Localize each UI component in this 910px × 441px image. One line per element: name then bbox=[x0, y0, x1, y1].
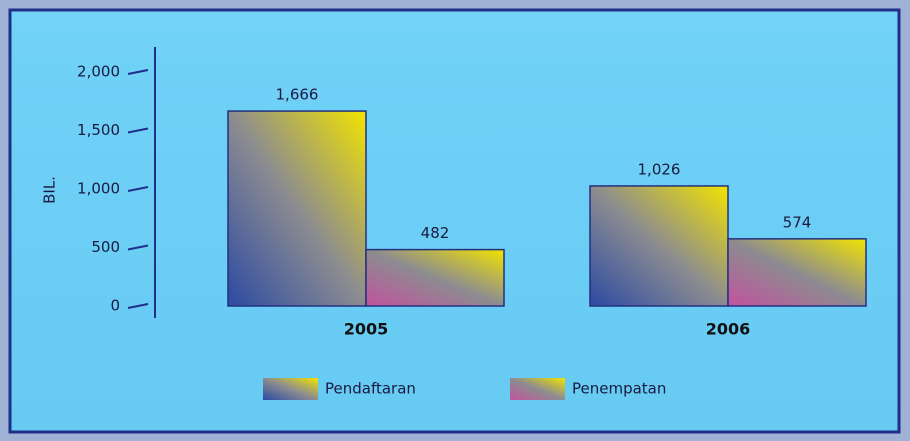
bar bbox=[227, 110, 367, 307]
y-tick bbox=[127, 127, 149, 134]
x-tick-label: 2006 bbox=[706, 320, 751, 339]
y-tick bbox=[127, 244, 149, 251]
value-label: 1,666 bbox=[276, 86, 319, 104]
x-tick-label: 2005 bbox=[344, 320, 389, 339]
y-tick bbox=[127, 69, 149, 75]
y-tick-label: 500 bbox=[91, 238, 120, 256]
value-label: 1,026 bbox=[638, 160, 681, 178]
panel bbox=[8, 8, 901, 434]
y-tick-label: 1,500 bbox=[77, 121, 120, 139]
legend-label: Pendaftaran bbox=[325, 380, 416, 398]
value-label: 482 bbox=[421, 224, 450, 242]
bar bbox=[727, 238, 867, 307]
y-tick-label: 2,000 bbox=[77, 63, 120, 81]
y-tick bbox=[127, 186, 149, 192]
legend-swatch bbox=[510, 378, 565, 400]
legend-label: Penempatan bbox=[572, 380, 666, 398]
y-tick-label: 1,000 bbox=[77, 180, 120, 198]
bar bbox=[365, 248, 505, 307]
value-label: 574 bbox=[783, 213, 812, 231]
legend-swatch bbox=[263, 378, 318, 400]
bar bbox=[589, 185, 729, 307]
y-tick-label: 0 bbox=[110, 297, 120, 315]
y-tick bbox=[127, 303, 149, 309]
y-axis-label: BIL. bbox=[41, 176, 59, 204]
